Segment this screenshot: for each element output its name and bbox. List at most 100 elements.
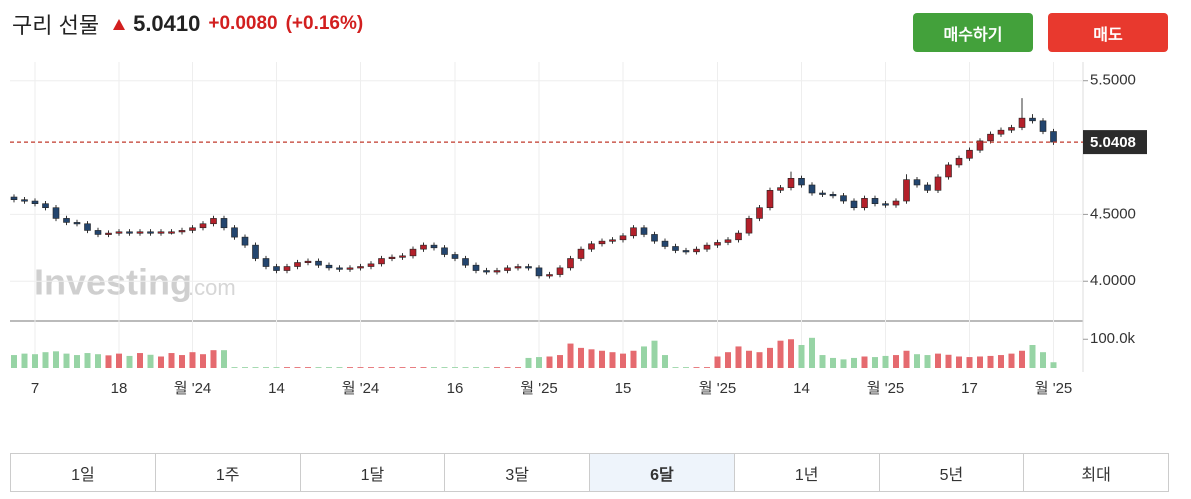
- volume-bar: [924, 355, 931, 368]
- candle-body: [409, 248, 417, 257]
- candle-body: [336, 267, 343, 270]
- sell-button[interactable]: 매도: [1048, 13, 1168, 52]
- range-tab[interactable]: 3달: [445, 454, 590, 491]
- candle-body: [924, 184, 931, 191]
- volume-bar: [956, 356, 962, 368]
- last-price-label: 5.0408: [1090, 134, 1136, 151]
- candle-body: [934, 176, 942, 191]
- volume-bar: [851, 357, 857, 368]
- volume-bar: [378, 367, 385, 368]
- volume-bar: [179, 355, 185, 368]
- instrument-title: 구리 선물: [12, 13, 100, 38]
- range-tab[interactable]: 1주: [156, 454, 301, 491]
- candle-body: [147, 231, 154, 234]
- candle-body: [178, 230, 186, 233]
- x-tick-label: 월 '25: [699, 380, 737, 397]
- candle-body: [283, 266, 291, 271]
- volume-bar: [578, 347, 584, 368]
- volume-bar: [504, 367, 511, 368]
- volume-bar: [11, 355, 17, 368]
- volume-tick-label: 100.0k: [1090, 330, 1136, 347]
- candle-body: [294, 262, 301, 267]
- volume-bar: [231, 367, 238, 368]
- candle-body: [724, 239, 732, 243]
- price: 5.0410: [133, 11, 201, 36]
- range-tab[interactable]: 1년: [735, 454, 880, 491]
- volume-bar: [53, 351, 59, 368]
- volume-bar: [693, 367, 700, 368]
- candle-body: [514, 266, 522, 269]
- x-tick-label: 17: [961, 380, 978, 397]
- range-tab[interactable]: 1일: [11, 454, 156, 491]
- candle-body: [315, 260, 322, 266]
- volume-bar: [777, 340, 784, 368]
- candle-body: [913, 179, 921, 186]
- volume-bar: [410, 367, 416, 368]
- volume-bar: [294, 367, 301, 368]
- volume-bar: [809, 337, 815, 368]
- range-tab[interactable]: 1달: [301, 454, 446, 491]
- x-tick-label: 월 '25: [1035, 380, 1073, 397]
- volume-bar: [966, 357, 973, 368]
- candle-body: [126, 231, 133, 234]
- candle-body: [168, 231, 175, 234]
- x-tick-label: 월 '25: [867, 380, 905, 397]
- candle-body: [588, 243, 595, 250]
- volume-bar: [662, 355, 668, 368]
- volume-bar: [63, 353, 70, 368]
- volume-bar: [525, 357, 532, 368]
- volume-bar: [767, 347, 773, 368]
- candle-body: [63, 218, 70, 223]
- volume-bar: [599, 350, 605, 368]
- volume-bar: [32, 354, 38, 368]
- candle-body: [966, 149, 973, 159]
- candle-body: [210, 218, 217, 225]
- volume-bar: [557, 355, 563, 368]
- volume-bar: [221, 350, 227, 368]
- range-tab[interactable]: 최대: [1081, 466, 1111, 484]
- watermark-brand: Investing: [34, 262, 192, 303]
- candle-body: [273, 266, 280, 271]
- volume-bar: [210, 350, 217, 368]
- x-tick-label: 월 '24: [342, 380, 380, 397]
- volume-bar: [725, 352, 731, 368]
- volume-bar: [641, 346, 647, 368]
- candle-body: [682, 250, 690, 253]
- volume-bar: [326, 367, 332, 368]
- volume-bar: [987, 355, 994, 368]
- candle-body: [388, 256, 396, 259]
- candle-body: [367, 263, 375, 267]
- volume-bar: [168, 353, 175, 368]
- volume-bar: [1029, 345, 1036, 368]
- volume-bar: [672, 367, 679, 368]
- x-tick-label: 15: [615, 380, 632, 397]
- candle-body: [199, 223, 207, 229]
- volume-bar: [735, 346, 742, 368]
- candle-body: [945, 164, 952, 178]
- x-tick-label: 월 '25: [520, 380, 558, 397]
- candle-body: [577, 248, 585, 259]
- volume-bar: [105, 355, 112, 368]
- volume-bar: [1008, 353, 1015, 368]
- candle-body: [94, 230, 102, 235]
- candle-body: [157, 231, 165, 234]
- candle-body: [840, 195, 847, 202]
- candle-body: [619, 235, 627, 241]
- candle-body: [735, 232, 742, 241]
- buy-button[interactable]: 매수하기: [913, 13, 1033, 52]
- range-tab[interactable]: 6달: [590, 454, 735, 491]
- volume-bar: [452, 367, 458, 368]
- volume-bar: [284, 367, 290, 368]
- candle-body: [472, 264, 480, 271]
- watermark-suffix: .com: [188, 275, 236, 300]
- change: +0.0080: [208, 13, 278, 34]
- volume-bar: [462, 367, 469, 368]
- range-tab[interactable]: 5년: [880, 454, 1025, 491]
- volume-bar: [347, 367, 353, 368]
- y-tick-label: 5.5000: [1090, 72, 1136, 89]
- chart: Investing .com 7 18 월 '24 14 월 '24 16 월 '25 15 월…: [10, 62, 1147, 397]
- volume-bar: [74, 355, 80, 368]
- volume-bar: [704, 367, 710, 368]
- candle-body: [640, 227, 648, 235]
